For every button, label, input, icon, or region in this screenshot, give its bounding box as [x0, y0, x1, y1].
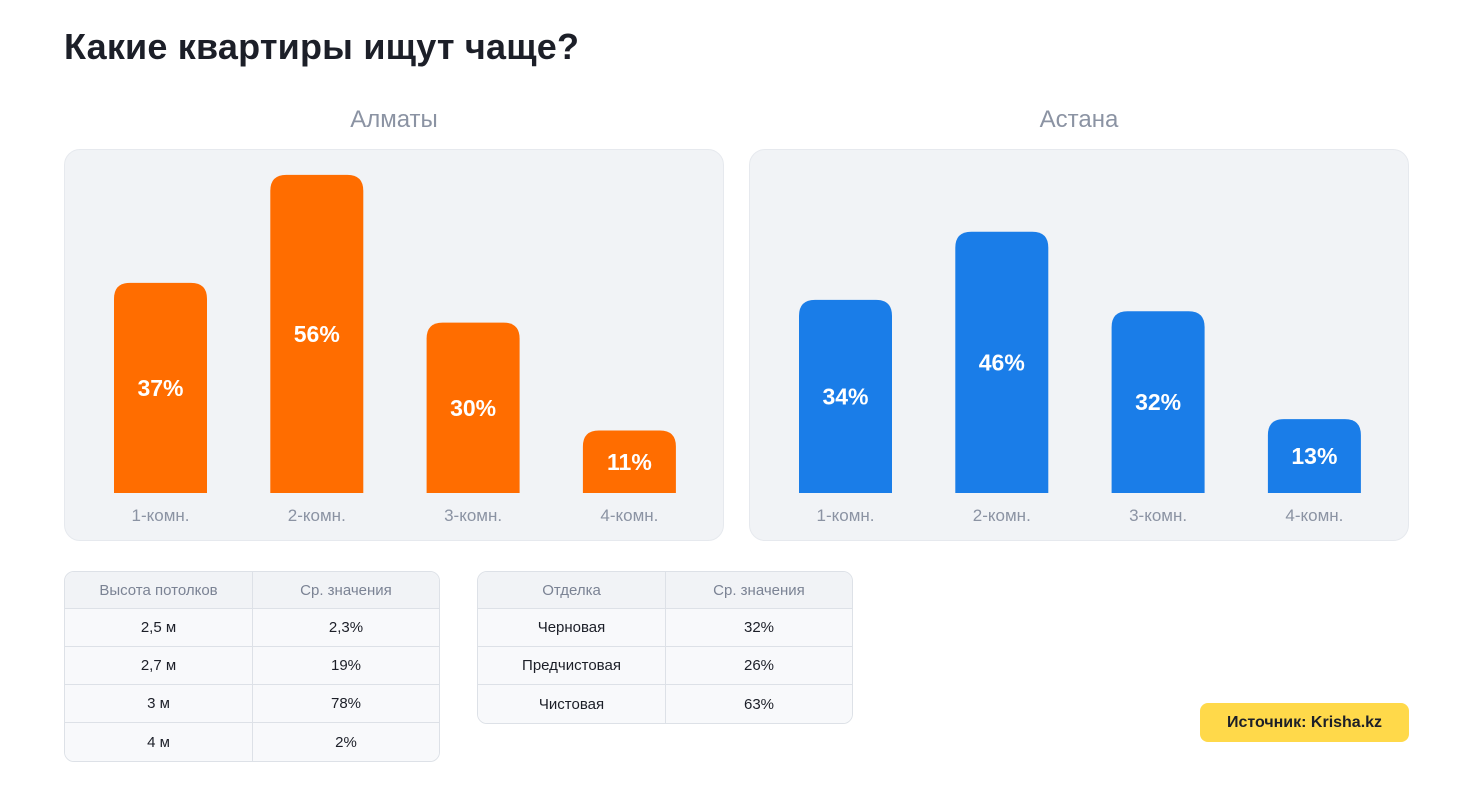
- table-row: Черновая 32%: [478, 609, 852, 647]
- bar: [955, 231, 1049, 493]
- bar: [582, 430, 676, 493]
- table-header-row: Высота потолков Ср. значения: [65, 572, 439, 609]
- column-header: Высота потолков: [65, 572, 252, 609]
- bar-value-label: 30%: [450, 395, 496, 421]
- category-label: 1-комн.: [817, 506, 875, 525]
- chart-panel-astana: 34% 1-комн. 46% 2-комн. 32% 3-комн. 13% 4-комн.: [749, 149, 1409, 541]
- table-cell: 3 м: [65, 685, 252, 723]
- table-row: 3 м 78%: [65, 685, 439, 723]
- chart-title-almaty: Алматы: [350, 106, 438, 133]
- chart-title-astana: Астана: [1039, 106, 1119, 133]
- bar-value-label: 46%: [979, 349, 1025, 375]
- bar: [114, 282, 207, 493]
- category-label: 4-комн.: [1285, 506, 1343, 525]
- table-cell: 2%: [252, 723, 439, 761]
- table-row: 4 м 2%: [65, 723, 439, 761]
- table-cell: 2,3%: [252, 609, 439, 647]
- table-cell: 2,5 м: [65, 609, 252, 647]
- bar: [270, 174, 364, 494]
- category-label: 1-комн.: [132, 506, 190, 525]
- category-label: 3-комн.: [1129, 506, 1187, 525]
- bar: [1267, 419, 1361, 493]
- table-cell: 19%: [252, 647, 439, 685]
- table-cell: Черновая: [478, 609, 665, 647]
- bar-value-label: 34%: [822, 383, 868, 409]
- bar-value-label: 13%: [1291, 443, 1337, 469]
- bar-value-label: 32%: [1135, 389, 1181, 415]
- bar: [1111, 311, 1205, 493]
- bar: [799, 299, 892, 493]
- source-badge: Источник: Krisha.kz: [1200, 703, 1409, 742]
- table-row: 2,5 м 2,3%: [65, 609, 439, 647]
- chart-panel-almaty: 37% 1-комн. 56% 2-комн. 30% 3-комн. 11% 4-комн.: [64, 149, 724, 541]
- table-header-row: Отделка Ср. значения: [478, 572, 852, 609]
- table-cell: 4 м: [65, 723, 252, 761]
- table-row: Чистовая 63%: [478, 685, 852, 723]
- table-cell: 78%: [252, 685, 439, 723]
- bar-chart-astana: 34% 1-комн. 46% 2-комн. 32% 3-комн. 13% 4-комн.: [799, 231, 1361, 525]
- bar-value-label: 37%: [137, 375, 183, 401]
- column-header: Ср. значения: [665, 572, 852, 609]
- table-cell: Чистовая: [478, 685, 665, 723]
- bar: [426, 322, 520, 493]
- table-cell: 26%: [665, 647, 852, 685]
- finish-type-table: Отделка Ср. значения Черновая 32% Предчи…: [477, 571, 853, 724]
- bar-value-label: 11%: [607, 449, 652, 475]
- table-row: 2,7 м 19%: [65, 647, 439, 685]
- table-cell: Предчистовая: [478, 647, 665, 685]
- category-label: 4-комн.: [600, 506, 658, 525]
- page-title: Какие квартиры ищут чаще?: [64, 26, 580, 67]
- ceiling-height-table: Высота потолков Ср. значения 2,5 м 2,3% …: [64, 571, 440, 762]
- category-label: 3-комн.: [444, 506, 502, 525]
- bar-value-label: 56%: [294, 321, 340, 347]
- bar-chart-almaty: 37% 1-комн. 56% 2-комн. 30% 3-комн. 11% 4-комн.: [114, 174, 676, 525]
- table-cell: 2,7 м: [65, 647, 252, 685]
- table-row: Предчистовая 26%: [478, 647, 852, 685]
- category-label: 2-комн.: [973, 506, 1031, 525]
- table-cell: 63%: [665, 685, 852, 723]
- column-header: Ср. значения: [252, 572, 439, 609]
- category-label: 2-комн.: [288, 506, 346, 525]
- table-cell: 32%: [665, 609, 852, 647]
- column-header: Отделка: [478, 572, 665, 609]
